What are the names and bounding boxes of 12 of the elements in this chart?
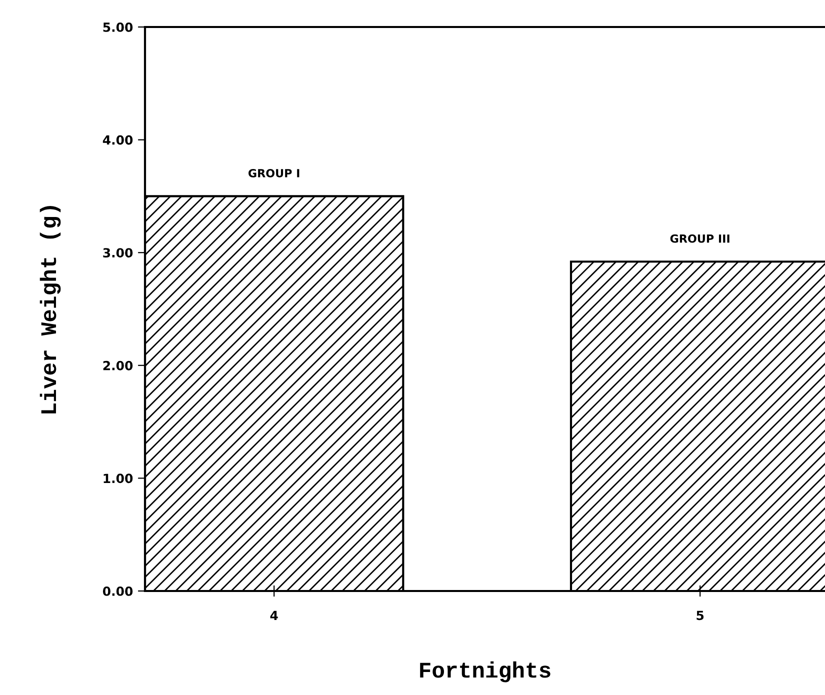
x-tick-label: 4: [270, 610, 278, 620]
annotation: GROUP I: [248, 168, 300, 178]
y-tick-label: 5.00: [103, 22, 133, 32]
annotation: GROUP III: [670, 234, 730, 243]
x-tick-label: 5: [696, 610, 704, 620]
x-axis-title: Fortnights: [420, 661, 550, 682]
y-tick-label: 1.00: [104, 474, 133, 484]
y-axis-title: Liver Weight (g): [40, 206, 61, 414]
y-tick-label: 2.00: [103, 360, 133, 370]
y-tick-label: 4.00: [102, 135, 133, 145]
y-tick-label: 0.00: [102, 586, 133, 596]
y-tick-label: 3.00: [103, 248, 133, 258]
